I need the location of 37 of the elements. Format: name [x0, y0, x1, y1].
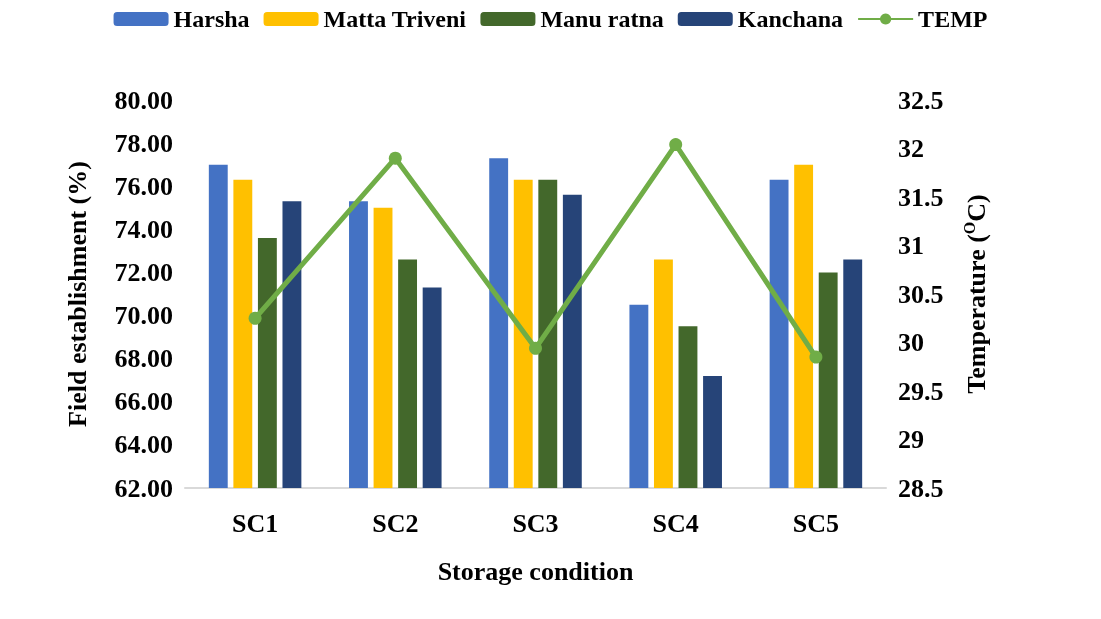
x-tick-label: SC2 [372, 508, 419, 538]
y2-tick-label: 29 [898, 425, 924, 454]
legend-label: TEMP [918, 6, 988, 32]
x-tick-label: SC1 [231, 508, 279, 538]
point [248, 311, 262, 325]
y2-tick-label: 30 [898, 328, 924, 357]
legend-label: Matta Triveni [323, 6, 467, 32]
y2-tick-label: 29.5 [898, 376, 944, 406]
point [388, 151, 402, 165]
y2-tick-label: 32.5 [898, 85, 944, 115]
y-tick-label: 76.00 [114, 171, 173, 201]
y-tick-label: 78.00 [114, 128, 173, 158]
x-tick-label: SC5 [792, 508, 840, 538]
y-tick-label: 80.00 [114, 85, 173, 115]
y-tick-label: 64.00 [114, 430, 173, 460]
y-tick-label: 72.00 [114, 257, 173, 287]
y-tick-label: 74.00 [114, 214, 173, 244]
x-tick-label: SC4 [652, 508, 699, 538]
y2-tick-label: 28.5 [898, 473, 944, 503]
x-tick-label: SC3 [512, 508, 559, 538]
y-tick-label: 62.00 [114, 473, 173, 503]
y-tick-label: 68.00 [114, 344, 173, 374]
y2-axis-title: Temperature (OC) [960, 194, 991, 394]
point [529, 341, 542, 355]
y-tick-label: 66.00 [114, 387, 173, 417]
point [809, 350, 823, 364]
y-tick-label: 70.00 [114, 301, 173, 331]
legend-label: Kanchana [737, 6, 844, 32]
x-axis-title: Storage condition [437, 556, 634, 586]
point [669, 138, 683, 152]
y2-tick-label: 31 [898, 231, 924, 260]
legend-label: Manu ratna [540, 6, 664, 32]
legend-label: Harsha [173, 6, 250, 32]
y2-tick-label: 32 [898, 134, 924, 163]
y2-tick-label: 31.5 [898, 182, 944, 212]
y2-tick-label: 30.5 [898, 279, 944, 309]
y-axis-title: Field establishment (%) [62, 161, 92, 427]
